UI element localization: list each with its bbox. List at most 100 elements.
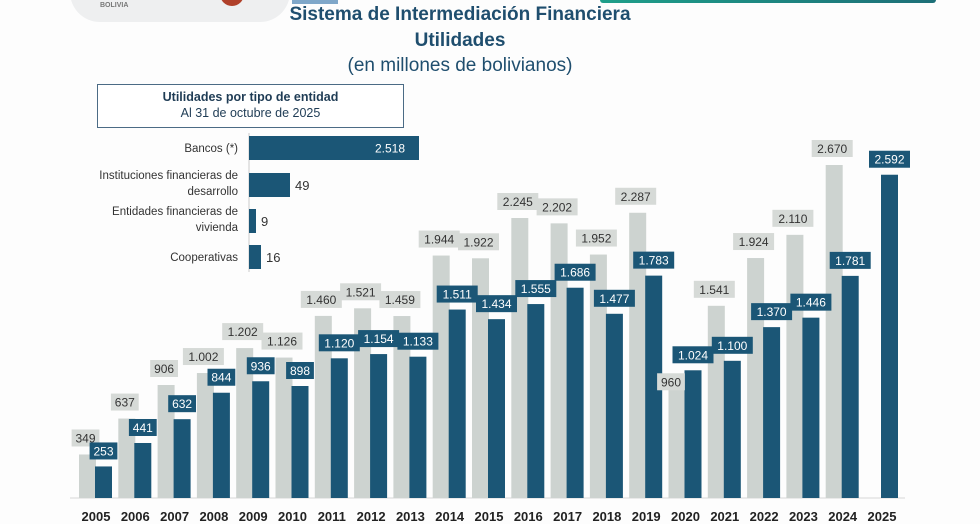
x-tick-label: 2025: [868, 509, 897, 524]
data-label-octubre: 1.120: [324, 336, 354, 350]
x-tick-label: 2011: [318, 509, 346, 524]
label-bg-octubre: [829, 251, 871, 269]
label-bg-octubre: [89, 442, 118, 460]
bar-octubre-2007: [173, 419, 191, 498]
data-label-anual: 1.459: [385, 293, 415, 307]
data-label-octubre: 1.100: [717, 339, 747, 353]
data-label-octubre: 844: [211, 371, 231, 385]
data-label-octubre: 1.555: [521, 282, 551, 296]
data-label-anual: 906: [154, 362, 174, 376]
label-bg-anual: [497, 193, 539, 211]
data-label-anual: 1.922: [463, 235, 493, 249]
data-label-octubre: 936: [251, 359, 271, 373]
data-label-octubre: 1.686: [560, 266, 590, 280]
page-title: Sistema de Intermediación Financiera: [289, 4, 631, 25]
bar-octubre-2024: [841, 275, 859, 498]
bar-anual-2005: [79, 454, 96, 498]
data-label-anual: 2.202: [542, 200, 572, 214]
bar-octubre-2025: [881, 174, 898, 498]
label-bg-octubre: [711, 336, 753, 354]
x-tick-label: 2006: [121, 509, 150, 524]
data-label-anual: 1.002: [188, 350, 218, 364]
bar-octubre-2022: [763, 327, 781, 498]
data-label-octubre: 1.133: [403, 335, 433, 349]
bar-octubre-2023: [802, 317, 820, 498]
inset-category-label: Entidades financieras de: [112, 206, 238, 218]
label-bg-octubre: [358, 330, 400, 348]
page-subtitle: Utilidades: [414, 30, 506, 51]
bar-anual-2008: [196, 373, 214, 498]
x-tick-label: 2010: [278, 509, 307, 524]
label-bg-octubre: [436, 285, 478, 303]
bar-octubre-2015: [488, 319, 505, 498]
label-bg-anual: [772, 209, 814, 227]
bar-anual-2018: [589, 254, 607, 498]
label-bg-octubre: [790, 293, 832, 311]
label-bg-octubre: [246, 357, 275, 375]
data-label-octubre: 2.592: [874, 153, 904, 167]
data-label-anual: 2.670: [817, 142, 847, 156]
bar-octubre-2005: [95, 466, 112, 498]
label-bg-octubre: [318, 334, 360, 352]
inset-category-label: Bancos (*): [184, 143, 238, 155]
data-label-octubre: 1.781: [835, 254, 865, 268]
inset-bar-2: [249, 209, 256, 233]
logo: BOLIVIA: [70, 0, 338, 22]
label-bg-octubre: [286, 362, 314, 380]
bar-anual-2006: [118, 418, 136, 498]
data-label-octubre: 1.783: [639, 254, 669, 268]
institution-logo-icon: [292, 0, 338, 4]
bar-octubre-2008: [212, 392, 230, 498]
label-bg-anual: [575, 229, 617, 247]
label-bg-octubre: [397, 332, 439, 350]
x-tick-label: 2019: [632, 509, 661, 524]
inset-category-label: desarrollo: [188, 186, 239, 198]
data-label-octubre: 253: [93, 444, 113, 458]
label-bg-octubre: [633, 251, 675, 269]
bar-octubre-2006: [134, 442, 152, 498]
inset-bar-1: [249, 173, 290, 197]
header-accent-bar: [600, 0, 936, 3]
bar-octubre-2013: [409, 356, 427, 498]
data-label-anual: 1.202: [228, 325, 258, 339]
x-tick-label: 2017: [553, 509, 582, 524]
bar-anual-2016: [511, 218, 529, 498]
x-tick-label: 2022: [750, 509, 779, 524]
bar-anual-2010: [275, 357, 293, 498]
data-label-octubre: 1.370: [757, 305, 787, 319]
inset-date: Al 31 de octubre de 2025: [180, 106, 321, 120]
label-bg-anual: [71, 429, 100, 447]
bar-octubre-2016: [527, 304, 545, 498]
data-label-octubre: 632: [172, 397, 192, 411]
data-label-anual: 2.287: [621, 190, 651, 204]
label-bg-octubre: [168, 395, 196, 413]
label-bg-anual: [261, 332, 303, 350]
label-bg-octubre: [207, 368, 236, 386]
data-label-anual: 960: [661, 375, 681, 389]
bar-anual-2019: [629, 212, 647, 499]
inset-category-label: Cooperativas: [170, 252, 238, 264]
bar-anual-2022: [747, 258, 765, 498]
label-bg-anual: [733, 233, 775, 251]
x-tick-label: 2005: [82, 509, 111, 524]
x-tick-label: 2016: [514, 509, 543, 524]
data-label-octubre: 441: [133, 421, 153, 435]
data-label-octubre: 1.446: [796, 296, 826, 310]
label-bg-anual: [110, 393, 139, 411]
data-label-octubre: 898: [290, 364, 310, 378]
label-bg-anual: [182, 348, 224, 366]
label-bg-octubre: [476, 295, 517, 313]
label-bg-octubre: [593, 289, 635, 307]
inset-value-label: 16: [266, 250, 280, 265]
logo-text: BOLIVIA: [100, 2, 129, 9]
data-label-anual: 1.460: [306, 293, 336, 307]
x-tick-label: 2018: [592, 509, 621, 524]
label-bg-anual: [150, 360, 178, 378]
x-tick-label: 2015: [475, 509, 504, 524]
data-label-octubre: 1.511: [443, 288, 472, 302]
label-bg-octubre: [751, 303, 793, 321]
bar-anual-2011: [314, 315, 332, 498]
label-bg-anual: [379, 291, 421, 309]
bar-octubre-2020: [684, 370, 702, 498]
